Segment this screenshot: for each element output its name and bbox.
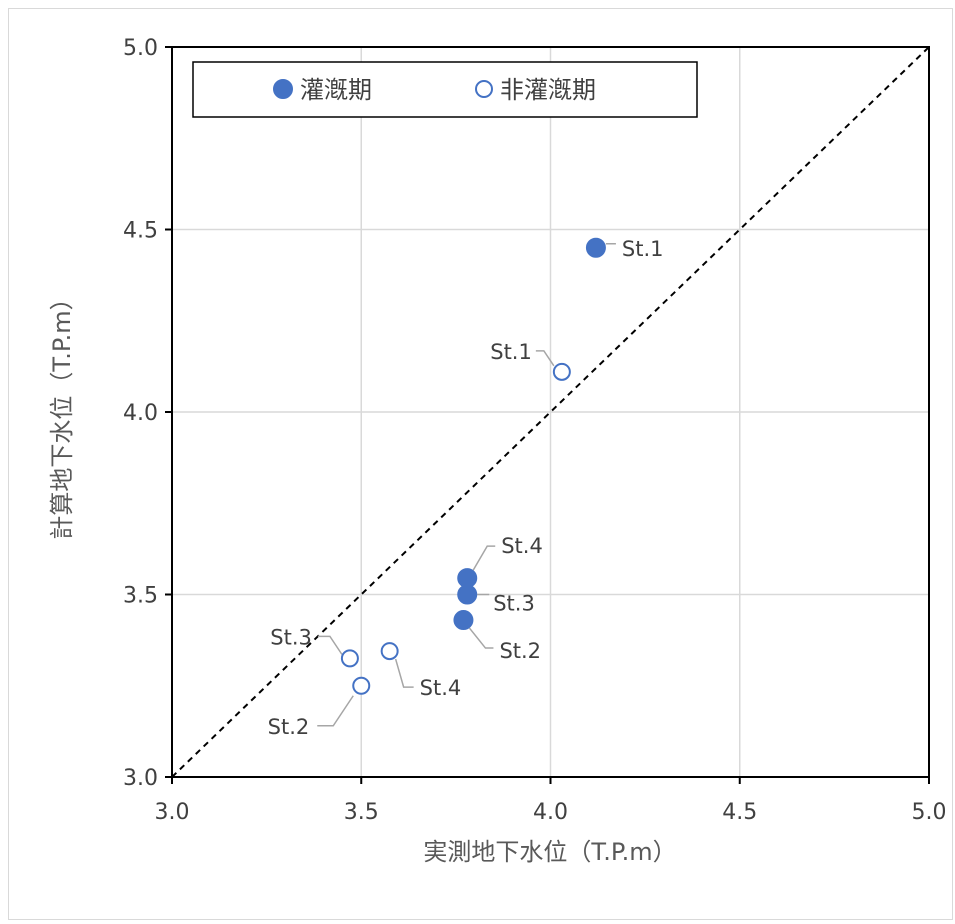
legend-marker-irrigation xyxy=(273,79,293,99)
leader-line xyxy=(472,545,496,571)
y-tick-label: 3.5 xyxy=(123,584,158,609)
x-tick-label: 4.5 xyxy=(722,800,757,825)
x-tick-label: 4.0 xyxy=(533,800,568,825)
legend-label-non-irrigation: 非灌漑期 xyxy=(500,76,596,104)
chart-area xyxy=(8,8,953,920)
legend-label-irrigation: 灌漑期 xyxy=(300,76,372,104)
point-label: St.3 xyxy=(493,592,535,616)
y-tick-label: 4.0 xyxy=(123,401,158,426)
y-axis-title: 計算地下水位（T.P.m） xyxy=(48,286,76,539)
point-label: St.4 xyxy=(501,534,543,558)
point-label: St.3 xyxy=(270,625,312,649)
x-tick-label: 3.0 xyxy=(155,800,190,825)
legend: 灌漑期 非灌漑期 xyxy=(192,61,698,118)
leader-line xyxy=(317,635,343,655)
point-irrigation-st4 xyxy=(457,568,478,589)
point-non-irrigation-st1 xyxy=(552,362,571,381)
point-non-irrigation-st3 xyxy=(340,649,359,668)
point-irrigation-st3 xyxy=(457,584,478,605)
x-tick-label: 5.0 xyxy=(912,800,947,825)
x-axis-title: 実測地下水位（T.P.m） xyxy=(423,838,676,866)
point-irrigation-st2 xyxy=(453,610,474,631)
leader-line xyxy=(317,695,354,727)
point-label: St.4 xyxy=(420,676,462,700)
y-tick-label: 5.0 xyxy=(123,36,158,61)
data-points xyxy=(340,237,606,695)
y-axis-ticks: 3.0 3.5 4.0 4.5 5.0 xyxy=(123,36,172,791)
x-tick-label: 3.5 xyxy=(344,800,379,825)
point-label: St.1 xyxy=(622,237,664,261)
legend-box xyxy=(192,61,698,118)
y-tick-label: 3.0 xyxy=(123,766,158,791)
legend-marker-non-irrigation xyxy=(475,80,493,98)
point-non-irrigation-st4 xyxy=(380,642,399,661)
point-label: St.1 xyxy=(490,340,532,364)
point-irrigation-st1 xyxy=(585,237,606,258)
point-label: St.2 xyxy=(268,715,310,739)
y-tick-label: 4.5 xyxy=(123,219,158,244)
label-leader-lines xyxy=(317,243,616,727)
point-non-irrigation-st2 xyxy=(352,676,371,695)
leader-line xyxy=(535,350,555,367)
point-label: St.2 xyxy=(499,639,541,663)
leader-line xyxy=(394,658,414,688)
x-axis-ticks: 3.0 3.5 4.0 4.5 5.0 xyxy=(155,777,947,825)
data-point-labels: St.1 St.2 St.3 St.4 St.1 St.2 St.3 St.4 xyxy=(268,237,664,739)
leader-line xyxy=(468,627,494,649)
